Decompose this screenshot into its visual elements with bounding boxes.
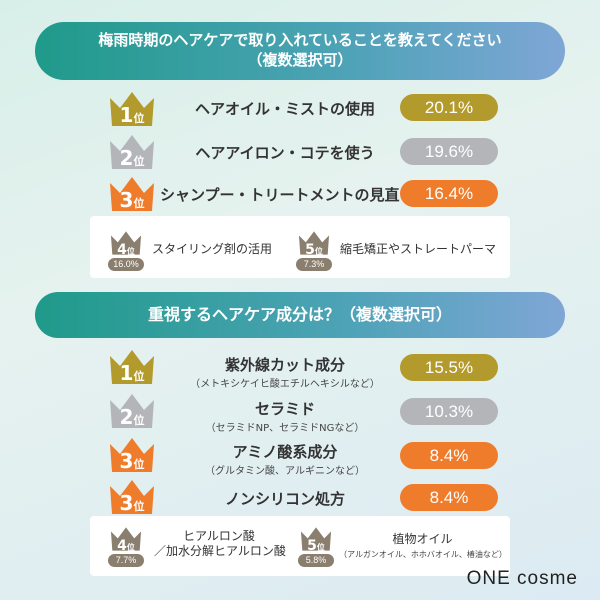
section2-minor-ranks-card: 4位 7.7% ヒアルロン酸 ／加水分解ヒアルロン酸 5位 5.8% 植物オイル…	[90, 516, 510, 576]
rank-5-crown-icon: 5位	[298, 526, 334, 554]
section2-rank-3-tie-label: ノンシリコン処方	[224, 490, 345, 508]
section1-title-banner: 梅雨時期のヘアケアで取り入れていることを教えてください （複数選択可）	[35, 22, 565, 80]
section2-title-banner: 重視するヘアケア成分は？（複数選択可）	[35, 292, 565, 338]
section2-rank-4-label: ヒアルロン酸 ／加水分解ヒアルロン酸	[154, 529, 286, 558]
section2-rank-3-label: アミノ酸系成分	[232, 443, 338, 461]
section1-title-line1: 梅雨時期のヘアケアで取り入れていることを教えてください	[98, 31, 502, 49]
section1-minor-ranks-card: 4位 16.0% スタイリング剤の活用 5位 7.3% 縮毛矯正やストレートパー…	[90, 216, 510, 278]
rank-3-crown-icon: 3位	[108, 175, 156, 213]
section2-rank-1-sub: （メトキシケイヒ酸エチルヘキシルなど）	[190, 379, 380, 390]
section2-rank-3-tie-percent: 8.4%	[400, 484, 498, 511]
rank-4-crown-icon: 4位	[108, 230, 144, 258]
section1-rank-1-label: ヘアオイル・ミストの使用	[194, 100, 375, 118]
section2-rank-1-label: 紫外線カット成分	[224, 356, 345, 374]
section1-rank-3-label: シャンプー・トリートメントの見直し	[160, 186, 415, 204]
section1-rank-4-percent: 16.0%	[108, 258, 144, 271]
section2-rank-5-label: 植物オイル	[392, 532, 453, 546]
section1-rank-1-percent: 20.1%	[400, 94, 498, 121]
section1-rank-3-percent: 16.4%	[400, 180, 498, 207]
rank-3-crown-icon: 3位	[108, 436, 156, 474]
section1-title-line2: （複数選択可）	[247, 51, 353, 69]
section2-rank-5-sub: （アルガンオイル、ホホバオイル、椿油など）	[339, 550, 507, 559]
section1-rank-4-label: スタイリング剤の活用	[152, 242, 273, 256]
section2-rank-3-sub: （グルタミン酸、アルギニンなど）	[205, 466, 365, 477]
rank-4-crown-icon: 4位	[108, 526, 144, 554]
section1-rank-5-label: 縮毛矯正やストレートパーマ	[340, 242, 497, 256]
section1-rank-5-percent: 7.3%	[296, 258, 332, 271]
rank-5-crown-icon: 5位	[296, 230, 332, 258]
rank-2-crown-icon: 2位	[108, 133, 156, 171]
rank-2-crown-icon: 2位	[108, 392, 156, 430]
section2-rank-2-label: セラミド	[254, 400, 315, 418]
section2-title: 重視するヘアケア成分は？（複数選択可）	[147, 305, 452, 324]
section2-rank-2-sub: （セラミドNP、セラミドNGなど）	[205, 423, 365, 434]
one-cosme-logo: ONE cosme	[466, 568, 578, 589]
section1-rank-2-label: ヘアアイロン・コテを使う	[195, 144, 375, 162]
rank-3-tie-crown-icon: 3位	[108, 478, 156, 516]
section2-rank-3-percent: 8.4%	[400, 442, 498, 469]
rank-1-crown-icon: 1位	[108, 348, 156, 386]
section1-rank-2-percent: 19.6%	[400, 138, 498, 165]
section2-rank-2-percent: 10.3%	[400, 398, 498, 425]
section2-rank-4-percent: 7.7%	[108, 554, 144, 567]
section2-rank-1-percent: 15.5%	[400, 354, 498, 381]
section2-rank-5-percent: 5.8%	[298, 554, 334, 567]
rank-1-crown-icon: 1位	[108, 90, 156, 128]
